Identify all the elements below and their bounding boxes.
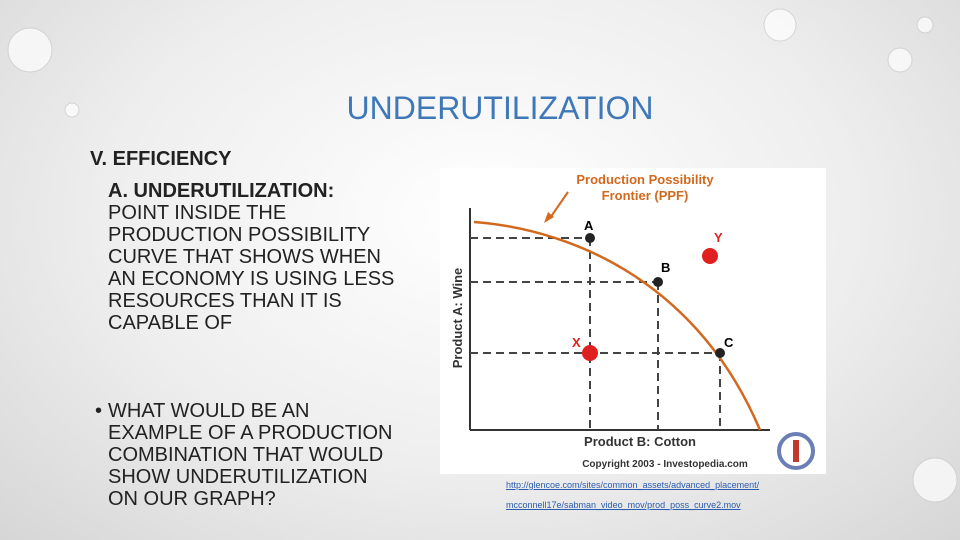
- y-axis-label: Product A: Wine: [450, 268, 465, 369]
- diagram-title: Production Possibility: [576, 172, 714, 187]
- diagram-svg: Production Possibility Frontier (PPF) A …: [450, 172, 815, 470]
- definition-text: POINT INSIDE THE PRODUCTION POSSIBILITY …: [108, 202, 395, 334]
- diagram-title: Frontier (PPF): [602, 188, 689, 203]
- point-label: Y: [714, 230, 723, 245]
- link[interactable]: mcconnell17e/sabman_video_mov/prod_poss_…: [506, 500, 741, 510]
- point-label: X: [572, 335, 581, 350]
- point-label: A: [584, 218, 594, 233]
- link[interactable]: http://glencoe.com/sites/common_assets/a…: [506, 480, 760, 490]
- x-axis-label: Product B: Cotton: [584, 434, 696, 449]
- ppf-diagram: Production Possibility Frontier (PPF) A …: [440, 168, 826, 474]
- heading: V. EFFICIENCY: [90, 148, 232, 170]
- definition: A. UNDERUTILIZATION: POINT INSIDE THE PRO…: [108, 180, 408, 334]
- term: A. UNDERUTILIZATION:: [108, 180, 335, 202]
- copyright: Copyright 2003 - Investopedia.com: [582, 459, 748, 470]
- point-label: C: [724, 335, 734, 350]
- slide-title: UNDERUTILIZATION: [346, 90, 654, 126]
- bullet: • WHAT WOULD BE AN EXAMPLE OF A PRODUCTIO…: [95, 400, 395, 510]
- point-label: B: [661, 260, 670, 275]
- bullet-text: WHAT WOULD BE AN EXAMPLE OF A PRODUCTION…: [108, 400, 393, 510]
